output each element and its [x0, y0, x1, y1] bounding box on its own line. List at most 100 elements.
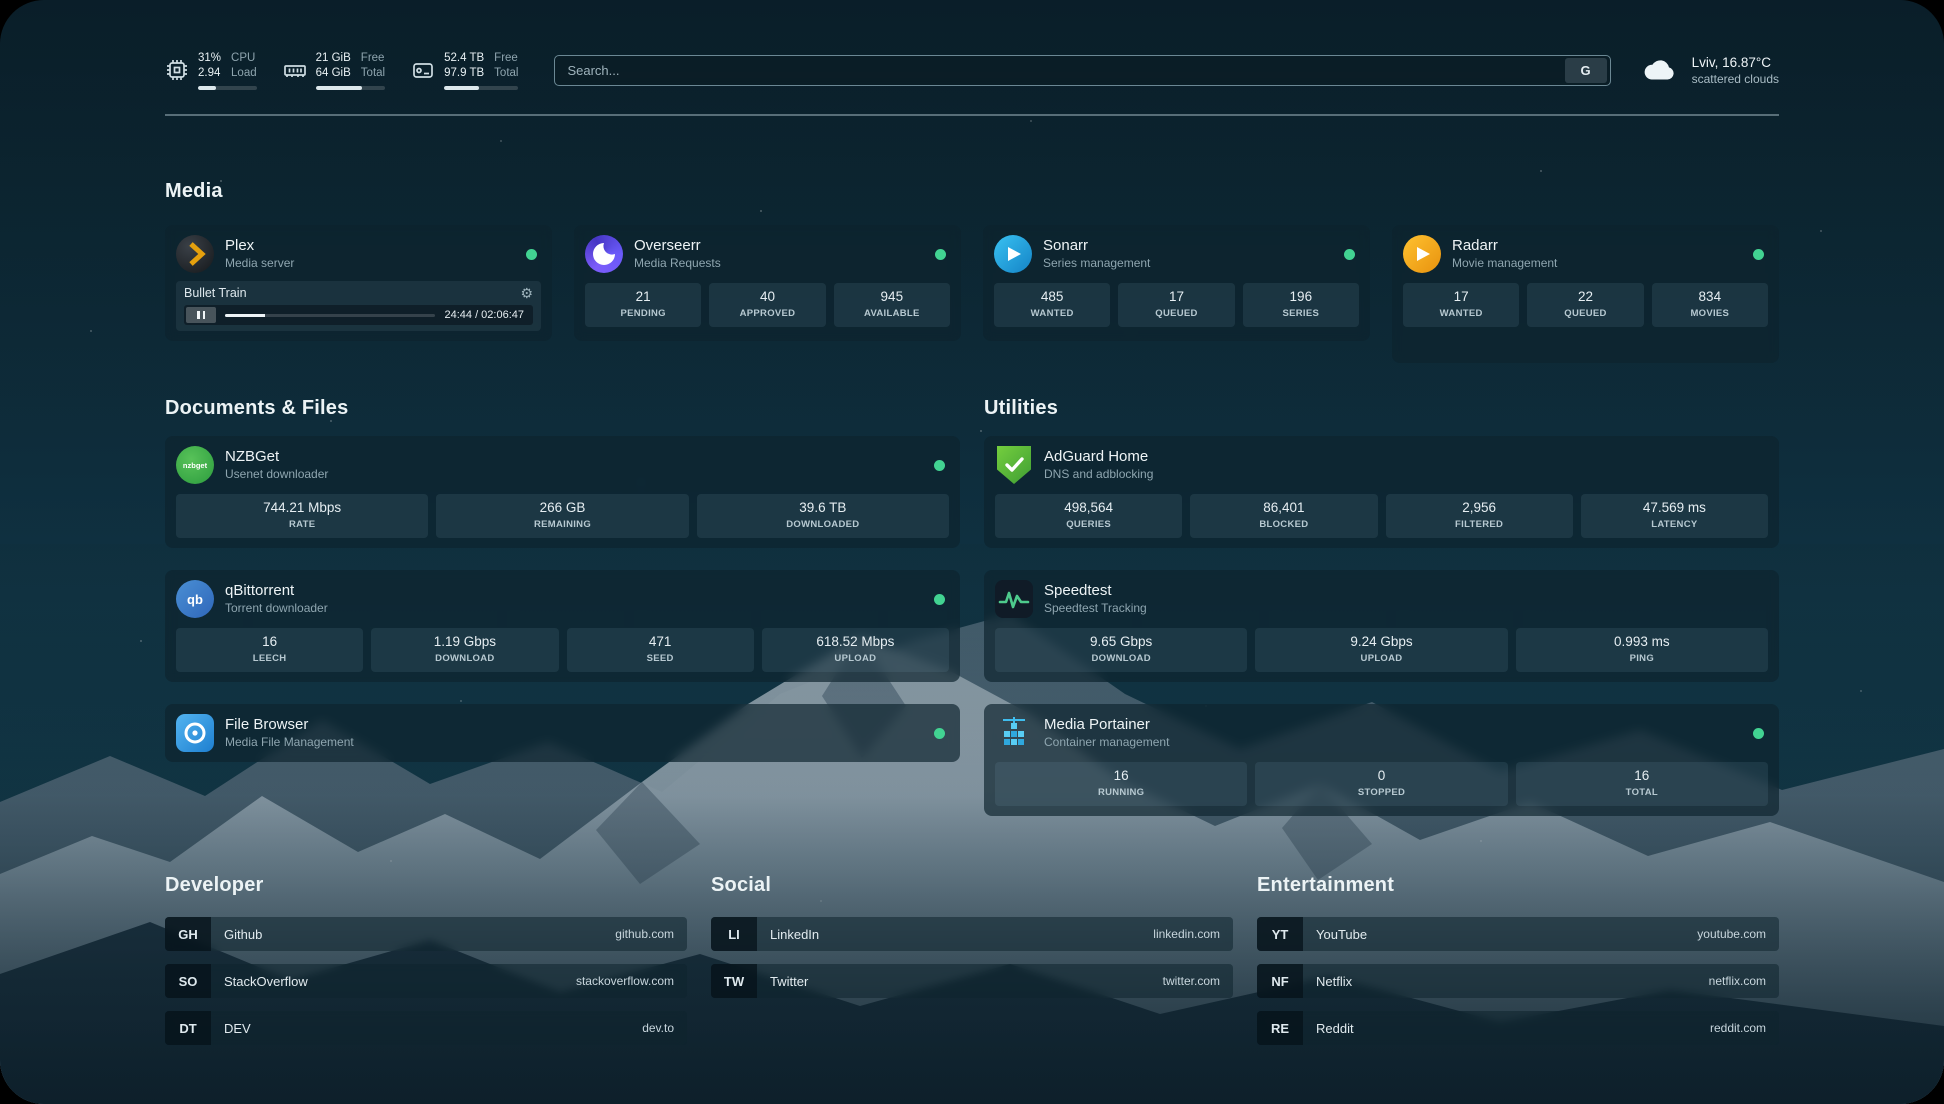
disk-widget: 52.4 TB 97.9 TB Free Total: [411, 51, 519, 90]
qbittorrent-stats: 16 LEECH 1.19 Gbps DOWNLOAD 471 SEED 6: [176, 628, 949, 672]
adguard-card-header[interactable]: AdGuard Home DNS and adblocking: [995, 446, 1768, 484]
portainer-title: Media Portainer: [1044, 716, 1150, 733]
filebrowser-icon: [176, 714, 214, 752]
plex-card-header[interactable]: Plex Media server: [176, 235, 541, 273]
topbar-divider: [165, 114, 1779, 116]
adguard-shield-icon: [997, 446, 1031, 484]
status-dot: [1753, 248, 1764, 260]
overseerr-subtitle: Media Requests: [634, 256, 721, 270]
bookmark-youtube[interactable]: YT YouTube youtube.com: [1257, 917, 1779, 951]
qbittorrent-title: qBittorrent: [225, 582, 295, 599]
portainer-stats: 16 RUNNING 0 STOPPED 16 TOTAL: [995, 762, 1768, 806]
cpu-percent: 31%: [198, 51, 222, 64]
now-playing-title: Bullet Train: [184, 286, 247, 300]
bookmark-linkedin[interactable]: LI LinkedIn linkedin.com: [711, 917, 1233, 951]
adguard-stats: 498,564 QUERIES 86,401 BLOCKED 2,956 FIL…: [995, 494, 1768, 538]
bookmarks-section: Developer GH Github github.com SO StackO…: [165, 874, 1779, 1058]
playback-time: 24:44 / 02:06:47: [444, 309, 524, 321]
stat-available: 945 AVAILABLE: [833, 283, 950, 327]
qbittorrent-icon: qb: [176, 580, 214, 618]
stat-ping: 0.993 ms PING: [1515, 628, 1768, 672]
sonarr-subtitle: Series management: [1043, 256, 1151, 270]
bookmark-twitter[interactable]: TW Twitter twitter.com: [711, 964, 1233, 998]
plex-now-playing-panel: Bullet Train ⚙ 24:44 / 02:06:47: [176, 281, 541, 331]
stat-downloaded: 39.6 TB DOWNLOADED: [696, 494, 949, 538]
stat-wanted: 17 WANTED: [1403, 283, 1520, 327]
memory-stats: 21 GiB 64 GiB Free Total: [315, 51, 386, 90]
portainer-icon: [995, 714, 1033, 752]
plex-icon: [176, 235, 214, 273]
stat-download: 9.65 Gbps DOWNLOAD: [995, 628, 1248, 672]
radarr-card: Radarr Movie management 17 WANTED 22 QUE…: [1392, 225, 1779, 363]
filebrowser-title: File Browser: [225, 716, 309, 733]
sonarr-icon: [994, 235, 1032, 273]
weather-condition: scattered clouds: [1691, 71, 1779, 86]
memory-total-label: Total: [360, 66, 386, 79]
pause-button[interactable]: [186, 307, 216, 323]
stat-running: 16 RUNNING: [995, 762, 1248, 806]
section-title-developer: Developer: [165, 874, 264, 896]
search-provider-button[interactable]: G: [1564, 57, 1607, 83]
stat-pending: 21 PENDING: [585, 283, 702, 327]
stat-total: 16 TOTAL: [1515, 762, 1768, 806]
adguard-title: AdGuard Home: [1044, 448, 1149, 465]
disk-bar: [444, 85, 519, 90]
cpu-load-label: Load: [231, 66, 257, 79]
memory-free-label: Free: [360, 51, 385, 64]
sonarr-card-header[interactable]: Sonarr Series management: [994, 235, 1359, 273]
stat-stopped: 0 STOPPED: [1255, 762, 1508, 806]
stat-seed: 471 SEED: [566, 628, 754, 672]
section-title-media: Media: [165, 180, 223, 202]
documents-column: Documents & Files nzbget NZBGet Usenet d…: [165, 397, 960, 762]
qbittorrent-card-header[interactable]: qb qBittorrent Torrent downloader: [176, 580, 949, 618]
memory-widget: 21 GiB 64 GiB Free Total: [283, 51, 386, 90]
status-dot: [934, 459, 945, 471]
playback-progress[interactable]: [225, 313, 436, 317]
filebrowser-card: File Browser Media File Management: [165, 704, 960, 762]
status-dot: [934, 727, 945, 739]
bookmark-netflix[interactable]: NF Netflix netflix.com: [1257, 964, 1779, 998]
disk-stats: 52.4 TB 97.9 TB Free Total: [444, 51, 519, 90]
search-input[interactable]: [555, 55, 1565, 85]
cpu-label: CPU: [231, 51, 256, 64]
bookmark-dev[interactable]: DT DEV dev.to: [165, 1011, 687, 1045]
stat-remaining: 266 GB REMAINING: [436, 494, 689, 538]
overseerr-stats: 21 PENDING 40 APPROVED 945 AVAILABLE: [585, 283, 950, 327]
stat-download: 1.19 Gbps DOWNLOAD: [371, 628, 559, 672]
cloud-icon: [1644, 60, 1674, 80]
stat-latency: 47.569 ms LATENCY: [1580, 494, 1768, 538]
cpu-widget: 31% 2.94 CPU Load: [165, 51, 257, 90]
sonarr-card: Sonarr Series management 485 WANTED 17 Q…: [983, 225, 1370, 341]
bookmarks-social: Social LI LinkedIn linkedin.com TW Twitt…: [711, 874, 1233, 1058]
bookmark-github[interactable]: GH Github github.com: [165, 917, 687, 951]
cpu-icon: [167, 59, 187, 80]
overseerr-card-header[interactable]: Overseerr Media Requests: [585, 235, 950, 273]
cpu-load-value: 2.94: [198, 66, 221, 79]
nzbget-subtitle: Usenet downloader: [225, 467, 329, 481]
section-title-documents: Documents & Files: [165, 397, 349, 419]
memory-free-value: 21 GiB: [315, 51, 351, 64]
sonarr-title: Sonarr: [1043, 237, 1089, 254]
nzbget-card-header[interactable]: nzbget NZBGet Usenet downloader: [176, 446, 949, 484]
radarr-subtitle: Movie management: [1452, 256, 1558, 270]
stat-upload: 9.24 Gbps UPLOAD: [1255, 628, 1508, 672]
plex-title: Plex: [225, 237, 255, 254]
stat-leech: 16 LEECH: [176, 628, 364, 672]
radarr-card-header[interactable]: Radarr Movie management: [1403, 235, 1768, 273]
portainer-card-header[interactable]: Media Portainer Container management: [995, 714, 1768, 752]
media-cards-row: Plex Media server Bullet Train ⚙ 24:44 /…: [165, 225, 1779, 363]
snow-flecks: [0, 0, 2, 2]
memory-total-value: 64 GiB: [315, 66, 351, 79]
nzbget-card: nzbget NZBGet Usenet downloader 744.21 M…: [165, 436, 960, 548]
bookmark-stackoverflow[interactable]: SO StackOverflow stackoverflow.com: [165, 964, 687, 998]
speedtest-card-header[interactable]: Speedtest Speedtest Tracking: [995, 580, 1768, 618]
stat-queued: 17 QUEUED: [1118, 283, 1235, 327]
radarr-title: Radarr: [1452, 237, 1498, 254]
filebrowser-card-header[interactable]: File Browser Media File Management: [176, 714, 949, 752]
adguard-card: AdGuard Home DNS and adblocking 498,564 …: [984, 436, 1779, 548]
bookmark-reddit[interactable]: RE Reddit reddit.com: [1257, 1011, 1779, 1045]
gear-icon[interactable]: ⚙: [520, 285, 533, 301]
stat-upload: 618.52 Mbps UPLOAD: [761, 628, 949, 672]
bookmarks-entertainment: Entertainment YT YouTube youtube.com NF …: [1257, 874, 1779, 1058]
overseerr-title: Overseerr: [634, 237, 701, 254]
